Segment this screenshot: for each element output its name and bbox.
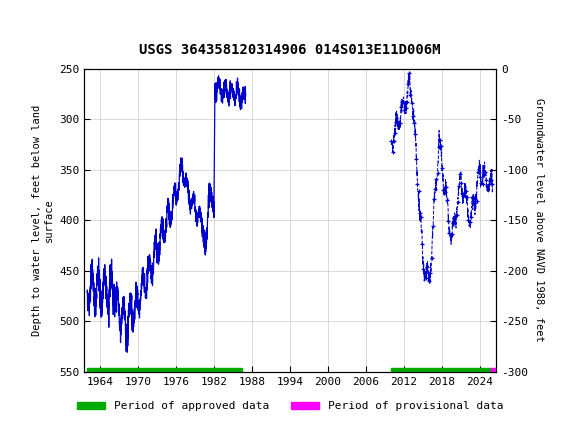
Y-axis label: Groundwater level above NAVD 1988, feet: Groundwater level above NAVD 1988, feet [534,98,545,342]
Legend: Period of approved data, Period of provisional data: Period of approved data, Period of provi… [72,397,508,416]
Y-axis label: Depth to water level, feet below land
surface: Depth to water level, feet below land su… [32,105,53,336]
Text: ≡USGS: ≡USGS [5,7,59,25]
Text: USGS 364358120314906 014S013E11D006M: USGS 364358120314906 014S013E11D006M [139,43,441,57]
